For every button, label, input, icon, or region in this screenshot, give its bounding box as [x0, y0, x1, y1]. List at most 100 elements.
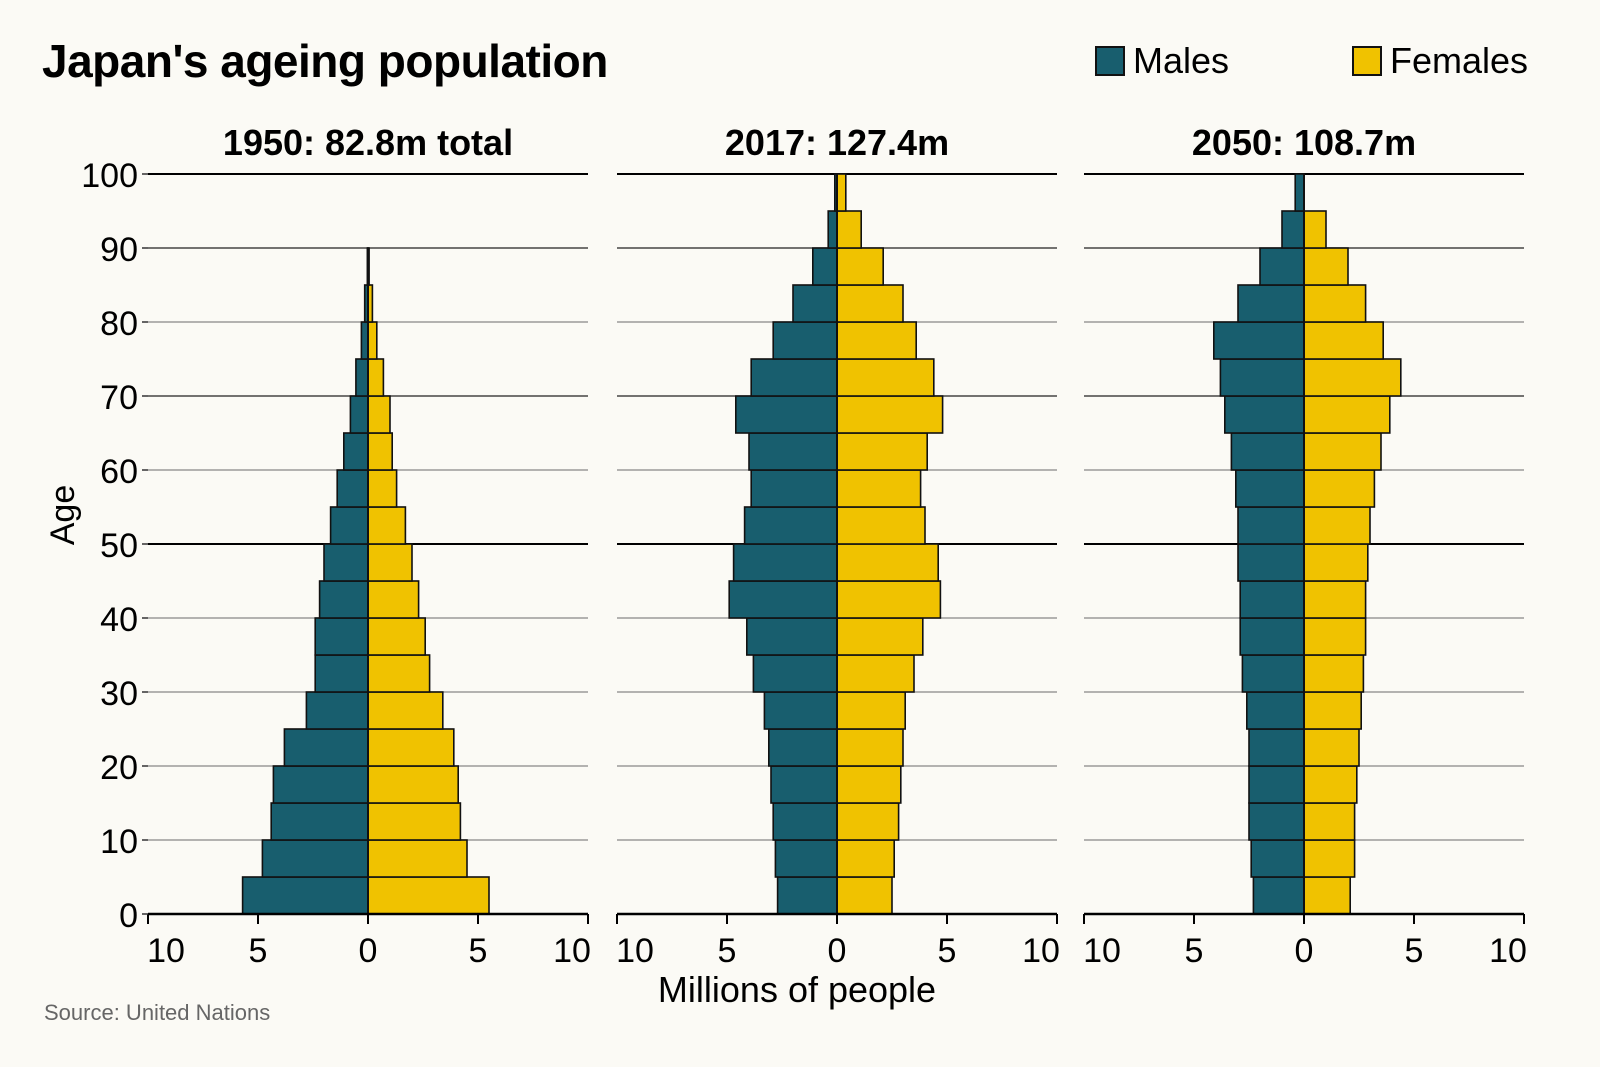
- source-note: Source: United Nations: [44, 1000, 271, 1025]
- bar-male-10-14: [1248, 802, 1305, 841]
- panel-title: 1950: 82.8m total: [223, 122, 513, 163]
- x-tick-label: 0: [359, 932, 378, 970]
- males-swatch: [1095, 46, 1125, 76]
- bar-male-15-19: [1248, 765, 1305, 804]
- bar-female-40-44: [836, 580, 942, 619]
- bar-male-20-24: [283, 728, 369, 767]
- bar-male-75-79: [772, 321, 838, 360]
- chart-title: Japan's ageing population: [42, 35, 608, 87]
- bar-male-40-44: [728, 580, 838, 619]
- bar-male-20-24: [767, 728, 838, 767]
- bar-female-55-59: [367, 469, 398, 508]
- bar-male-50-54: [1237, 506, 1305, 545]
- bar-male-60-64: [342, 432, 369, 471]
- bar-male-0-4: [776, 876, 838, 915]
- x-axis-label: Millions of people: [658, 969, 936, 1010]
- legend-item-females: Females: [1352, 40, 1528, 82]
- bar-female-75-79: [367, 321, 378, 360]
- bar-female-15-19: [367, 765, 459, 804]
- bar-male-65-69: [349, 395, 369, 434]
- bar-female-5-9: [367, 839, 468, 878]
- bar-female-75-79: [1303, 321, 1384, 360]
- bar-female-25-29: [367, 691, 444, 730]
- bar-male-30-34: [314, 654, 369, 693]
- bar-male-30-34: [1241, 654, 1305, 693]
- bar-male-15-19: [770, 765, 838, 804]
- bar-female-0-4: [836, 876, 893, 915]
- legend-item-males: Males: [1095, 40, 1229, 82]
- bar-female-70-74: [1303, 358, 1402, 397]
- panel-title: 2050: 108.7m: [1192, 122, 1416, 163]
- bar-female-30-34: [836, 654, 915, 693]
- y-tick-label: 100: [81, 157, 138, 195]
- bar-male-85-89: [811, 247, 838, 286]
- y-tick-label: 20: [100, 749, 138, 787]
- bar-female-85-89: [836, 247, 885, 286]
- x-tick-label: 10: [1022, 932, 1060, 970]
- bar-female-90-94: [1303, 210, 1327, 249]
- bar-male-40-44: [318, 580, 369, 619]
- bar-female-35-39: [1303, 617, 1367, 656]
- bar-female-0-4: [367, 876, 490, 915]
- bar-male-95-99: [1294, 173, 1305, 212]
- bar-male-80-84: [792, 284, 838, 323]
- bar-female-25-29: [836, 691, 906, 730]
- bar-female-95-99: [836, 173, 847, 212]
- bar-male-35-39: [1239, 617, 1305, 656]
- y-tick-label: 30: [100, 675, 138, 713]
- bar-female-75-79: [836, 321, 917, 360]
- bar-female-70-74: [367, 358, 385, 397]
- bar-female-20-24: [1303, 728, 1360, 767]
- bar-male-0-4: [1252, 876, 1305, 915]
- legend-label-females: Females: [1390, 40, 1529, 81]
- bar-female-45-49: [836, 543, 939, 582]
- x-tick-label: 5: [938, 932, 957, 970]
- x-tick-label: 0: [828, 932, 847, 970]
- bar-female-5-9: [1303, 839, 1356, 878]
- bar-male-0-4: [241, 876, 369, 915]
- bar-male-85-89: [1259, 247, 1305, 286]
- bar-female-25-29: [1303, 691, 1363, 730]
- bar-female-80-84: [836, 284, 904, 323]
- y-tick-label: 80: [100, 305, 138, 343]
- bar-male-5-9: [261, 839, 369, 878]
- bar-male-55-59: [750, 469, 838, 508]
- x-tick-label: 5: [1185, 932, 1204, 970]
- bar-male-15-19: [272, 765, 369, 804]
- bar-female-65-69: [836, 395, 944, 434]
- bar-female-60-64: [1303, 432, 1382, 471]
- bar-male-25-29: [763, 691, 838, 730]
- bar-male-45-49: [1237, 543, 1305, 582]
- bar-female-10-14: [367, 802, 462, 841]
- bar-male-60-64: [748, 432, 838, 471]
- bar-male-35-39: [745, 617, 838, 656]
- bar-female-30-34: [1303, 654, 1365, 693]
- y-tick-label: 10: [100, 823, 138, 861]
- bar-female-80-84: [1303, 284, 1367, 323]
- x-tick-label: 5: [249, 932, 268, 970]
- bar-female-65-69: [1303, 395, 1391, 434]
- bar-female-85-89: [1303, 247, 1349, 286]
- bar-male-5-9: [1250, 839, 1305, 878]
- bar-male-40-44: [1239, 580, 1305, 619]
- x-tick-label: 10: [1489, 932, 1527, 970]
- panel-title: 2017: 127.4m: [725, 122, 949, 163]
- bar-female-0-4: [1303, 876, 1352, 915]
- bar-male-60-64: [1230, 432, 1305, 471]
- bar-female-45-49: [1303, 543, 1369, 582]
- bar-female-50-54: [1303, 506, 1371, 545]
- y-tick-label: 90: [100, 231, 138, 269]
- bar-female-40-44: [1303, 580, 1367, 619]
- x-tick-label: 5: [469, 932, 488, 970]
- y-tick-label: 60: [100, 453, 138, 491]
- bar-female-35-39: [367, 617, 427, 656]
- bar-male-50-54: [329, 506, 369, 545]
- bar-female-50-54: [367, 506, 407, 545]
- bar-male-65-69: [734, 395, 838, 434]
- bar-female-15-19: [1303, 765, 1358, 804]
- bar-female-20-24: [367, 728, 455, 767]
- bar-female-70-74: [836, 358, 935, 397]
- bar-female-10-14: [1303, 802, 1356, 841]
- bar-female-5-9: [836, 839, 896, 878]
- bar-female-50-54: [836, 506, 926, 545]
